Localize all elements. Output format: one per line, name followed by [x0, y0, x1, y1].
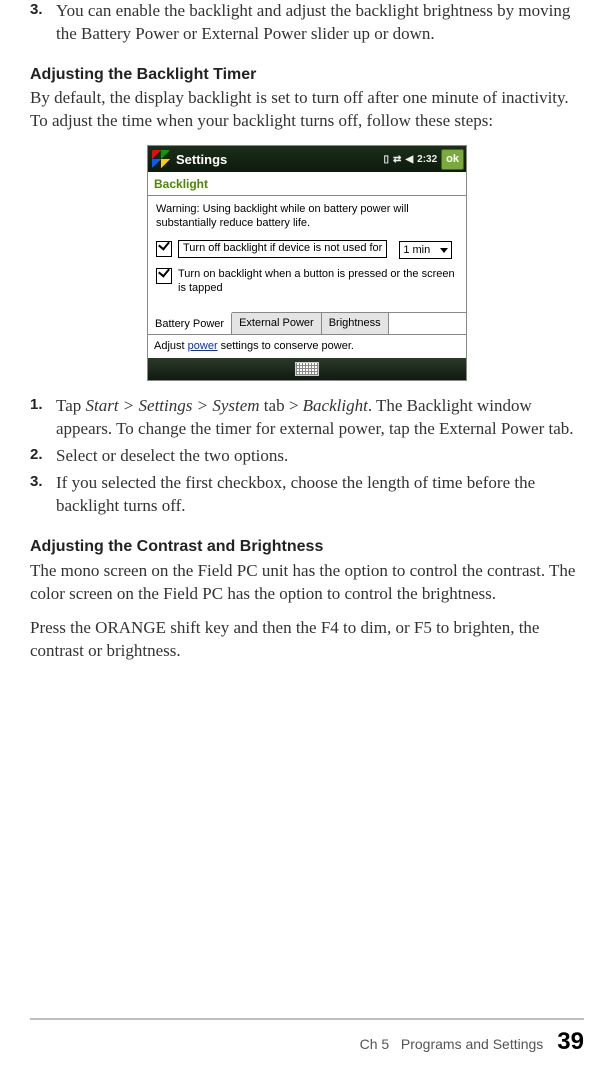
step-2: 2. Select or deselect the two options.: [30, 445, 584, 468]
step-text: Select or deselect the two options.: [56, 445, 584, 468]
section-intro: By default, the display backlight is set…: [30, 87, 584, 133]
hint-pre: Adjust: [154, 340, 188, 352]
network-icon: ⇄: [393, 153, 401, 167]
step-text: Tap Start > Settings > System tab > Back…: [56, 395, 584, 441]
device-screenshot: Settings ▯ ⇄ ◀︎ 2:32 ok Backlight Warnin…: [147, 145, 467, 381]
chevron-down-icon: [440, 248, 448, 253]
screenshot-bottom-bar: [148, 358, 466, 380]
step-number: 3.: [30, 0, 56, 46]
signal-icon: ▯: [384, 153, 390, 167]
screenshot-subheading: Backlight: [148, 172, 466, 194]
step-text: If you selected the first checkbox, choo…: [56, 472, 584, 518]
page-number: 39: [557, 1026, 584, 1058]
step-1-pre: Tap: [56, 396, 86, 415]
footer-chapter: Ch 5 Programs and Settings: [360, 1035, 544, 1054]
ok-button[interactable]: ok: [441, 149, 464, 170]
status-icons: ▯ ⇄ ◀︎ 2:32: [384, 153, 438, 167]
option-1-label: Turn off backlight if device is not used…: [178, 240, 387, 258]
step-number: 3.: [30, 472, 56, 518]
section2-p1: The mono screen on the Field PC unit has…: [30, 560, 584, 606]
footer-chapter-num: Ch 5: [360, 1036, 390, 1052]
option-row-1: Turn off backlight if device is not used…: [156, 240, 458, 259]
screenshot-tabs: Battery Power External Power Brightness: [148, 312, 466, 335]
volume-icon: ◀︎: [405, 153, 413, 167]
timeout-dropdown[interactable]: 1 min: [399, 241, 452, 259]
step-number: 2.: [30, 445, 56, 468]
tab-battery-power[interactable]: Battery Power: [148, 312, 232, 335]
section-heading-contrast: Adjusting the Contrast and Brightness: [30, 536, 584, 558]
screenshot-hintbar: Adjust power settings to conserve power.: [148, 334, 466, 358]
step-1-path2: Backlight: [303, 396, 368, 415]
step-1: 1. Tap Start > Settings > System tab > B…: [30, 395, 584, 441]
section-heading-backlight-timer: Adjusting the Backlight Timer: [30, 64, 584, 86]
screenshot-title: Settings: [176, 151, 227, 169]
windows-flag-icon: [152, 150, 170, 168]
document-page: 3. You can enable the backlight and adju…: [0, 0, 614, 1072]
page-footer: Ch 5 Programs and Settings 39: [30, 1018, 584, 1058]
screenshot-titlebar: Settings ▯ ⇄ ◀︎ 2:32 ok: [148, 146, 466, 172]
screenshot-warning: Warning: Using backlight while on batter…: [156, 202, 458, 231]
checkbox-1[interactable]: [156, 241, 172, 257]
option-row-2: Turn on backlight when a button is press…: [156, 267, 458, 296]
step-1-path1: Start > Settings > System: [86, 396, 260, 415]
option-2-label: Turn on backlight when a button is press…: [178, 267, 458, 296]
hint-post: settings to conserve power.: [218, 340, 354, 352]
power-link[interactable]: power: [188, 340, 218, 352]
tab-brightness[interactable]: Brightness: [322, 313, 389, 335]
step-text: You can enable the backlight and adjust …: [56, 0, 584, 46]
tab-external-power[interactable]: External Power: [232, 313, 322, 335]
clock-text: 2:32: [417, 153, 437, 167]
step-1-mid: tab >: [260, 396, 303, 415]
section2-p2: Press the ORANGE shift key and then the …: [30, 617, 584, 663]
step-3: 3. If you selected the first checkbox, c…: [30, 472, 584, 518]
step-number: 1.: [30, 395, 56, 441]
keyboard-icon[interactable]: [295, 362, 319, 376]
timeout-value: 1 min: [403, 243, 430, 258]
checkbox-2[interactable]: [156, 268, 172, 284]
footer-chapter-title: Programs and Settings: [401, 1036, 543, 1052]
pre-step: 3. You can enable the backlight and adju…: [30, 0, 584, 46]
